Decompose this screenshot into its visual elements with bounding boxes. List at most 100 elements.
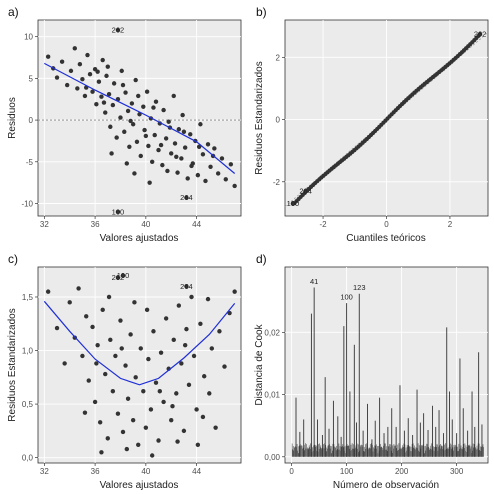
panel-c-point [125, 396, 131, 401]
panel-a-point [80, 77, 85, 82]
panel-c-point [128, 332, 133, 337]
panel-c-point [170, 404, 175, 409]
panel-c-point [186, 382, 192, 388]
panel-c-point [141, 389, 146, 394]
panel-c-point [108, 337, 113, 343]
panel-c-point [133, 375, 138, 380]
panel-c-point [113, 353, 118, 359]
panel-a-point [94, 102, 99, 107]
panel-c-point [149, 453, 155, 458]
panel-a-point [59, 59, 65, 64]
panel-c-point [153, 380, 159, 385]
panel-c-point [90, 324, 95, 330]
panel-c-point [82, 410, 88, 415]
panel-c-point [138, 346, 143, 351]
panel-a-point [85, 52, 90, 58]
panel-a-point [203, 178, 208, 184]
panel-c-point [213, 425, 218, 430]
panel-c-point [118, 318, 123, 323]
panel-a-point [104, 73, 109, 79]
panel-c-point [191, 353, 197, 359]
panel-b-ytick-label: 2 [276, 53, 281, 62]
panel-a-point [153, 99, 159, 104]
panel-a-point [163, 136, 169, 141]
panel-a-point [134, 139, 140, 144]
panel-d-ylabel: Distancia de Cook [254, 323, 265, 405]
panel-a-point [176, 127, 182, 132]
panel-a-ytick-label: -5 [26, 158, 34, 167]
panel-c-point [176, 303, 182, 308]
panel-a-point [175, 170, 180, 175]
panel-c-point-label: 100 [117, 271, 130, 280]
panel-c-point [110, 389, 116, 394]
panel-a-point [215, 171, 221, 176]
panel-a-point [182, 145, 188, 150]
panel-b-xlabel: Cuantiles teóricos [346, 233, 425, 244]
panel-a-point [142, 127, 147, 133]
panel-a-point [103, 110, 108, 115]
panel-c-point [182, 342, 188, 348]
panel-c-point [95, 342, 100, 348]
panel-c-point [146, 356, 151, 362]
panel-a-xtick-label: 44 [192, 220, 201, 229]
panel-d-ytick-label: 0,00 [264, 453, 280, 462]
panel-a-point [124, 161, 130, 166]
panel-a-labeled-point [115, 209, 121, 215]
panel-c-point [80, 353, 85, 359]
panel-c-point [222, 364, 227, 369]
panel-d-plot-area [284, 266, 489, 464]
panel-a-point [160, 162, 165, 168]
panel-c-point [209, 346, 215, 351]
panel-a-point [147, 180, 152, 185]
panel-a-point [123, 90, 128, 95]
panel-a-point [165, 168, 170, 174]
panel-b-labeled-point [303, 188, 308, 194]
panel-a-point [119, 68, 124, 74]
panel-c-point [158, 350, 164, 355]
panel-c-point [200, 414, 206, 420]
panel-c-point [161, 399, 166, 405]
panel-a-point [161, 107, 166, 113]
panel-c-point [67, 300, 72, 305]
panel-d-point-label: 100 [340, 292, 353, 301]
panel-c-plot-area [37, 266, 242, 464]
panel-d-ytick-label: 0,01 [264, 391, 280, 400]
panel-a-point [152, 132, 157, 138]
panel-a-point [118, 115, 123, 120]
panel-a-point [109, 151, 114, 156]
panel-c-point [120, 429, 126, 435]
panel-a-point [196, 144, 202, 149]
panel-a-point [77, 62, 83, 67]
panel-a-ylabel: Residuos [7, 97, 18, 139]
panel-c-point-label: 264 [180, 282, 193, 291]
panel-b-xtick-label: 0 [384, 220, 389, 229]
panel-a-point [96, 79, 102, 84]
panel-a-smooth-line [44, 62, 236, 174]
panel-c-point [205, 296, 211, 302]
panel-c-point [194, 407, 199, 412]
panel-a-point [45, 54, 51, 59]
panel-c-ytick-label: 1,0 [22, 347, 34, 356]
panel-c-point [184, 326, 189, 332]
panel-c-point [217, 329, 222, 334]
panel-c-point [45, 289, 51, 294]
panel-c-point [175, 439, 180, 444]
panel-a-labeled-point [184, 195, 189, 200]
panel-a-ytick-label: 0 [29, 116, 34, 125]
panel-a-xlabel: Valores ajustados [100, 233, 179, 244]
panel-c-point [151, 329, 156, 334]
panel-a-point [72, 46, 77, 51]
panel-a-point-label: 262 [112, 26, 125, 35]
panel-a-point [198, 122, 203, 127]
panel-a-point [108, 124, 113, 129]
panel-d-point-label: 123 [353, 283, 366, 292]
panel-d-point-label: 41 [310, 277, 318, 286]
panel-c-xtick-label: 44 [192, 467, 201, 476]
panel-a-ytick-label: 10 [24, 33, 33, 42]
panel-d-xtick-label: 0 [289, 467, 294, 476]
panel-b-xtick-label: -2 [320, 220, 328, 229]
panel-c-ytick-label: 0,0 [22, 454, 34, 463]
panel-c-point [148, 407, 154, 412]
